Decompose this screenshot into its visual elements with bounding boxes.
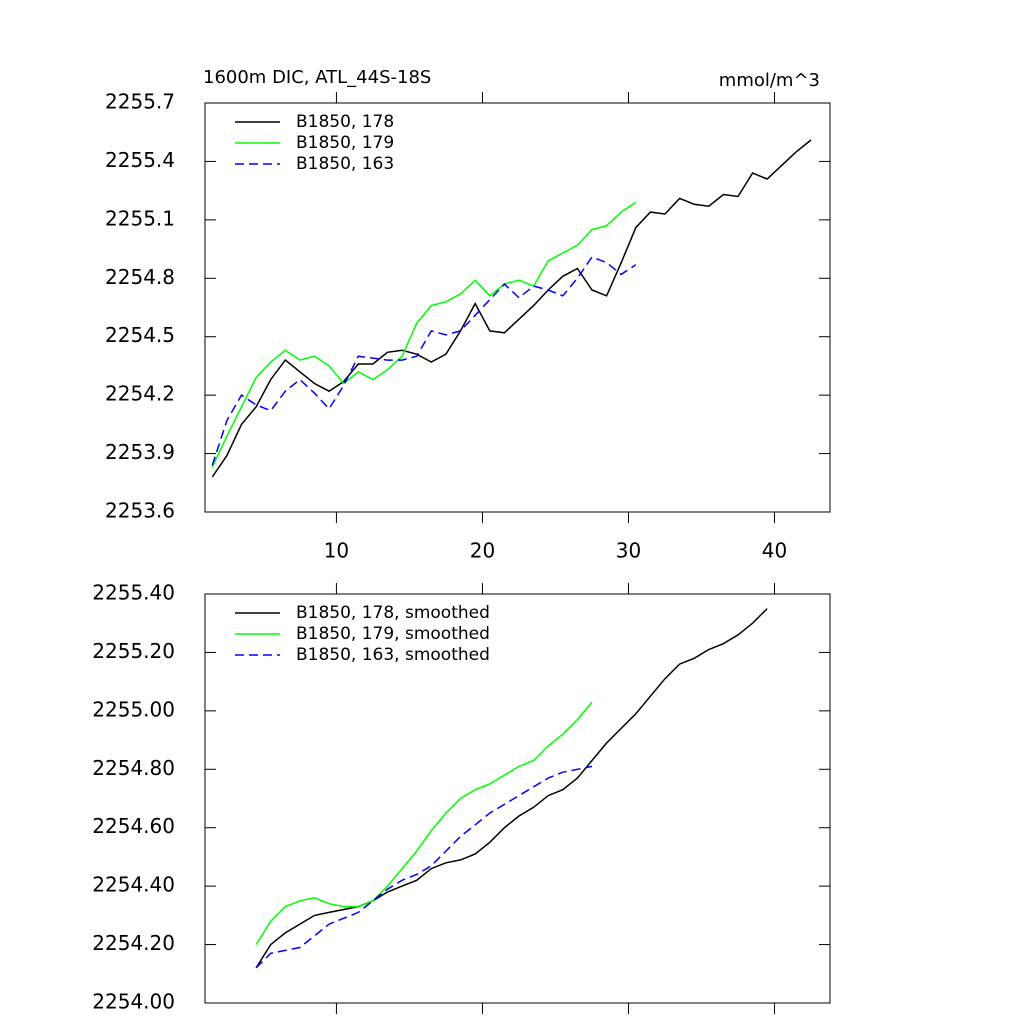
x-tick-label: 20 <box>470 539 495 563</box>
units-label: mmol/m^3 <box>719 70 820 91</box>
y-tick-label: 2254.40 <box>92 873 175 897</box>
legend-label: B1850, 178, smoothed <box>296 603 490 623</box>
legend-label: B1850, 179 <box>296 133 394 153</box>
y-tick-label: 2254.20 <box>92 931 175 955</box>
x-tick-label: 10 <box>324 539 349 563</box>
y-tick-label: 2254.60 <box>92 814 175 838</box>
legend-label: B1850, 178 <box>296 112 394 132</box>
plot-frame <box>204 102 831 513</box>
y-tick-label: 2255.1 <box>105 206 175 230</box>
y-tick-label: 2254.80 <box>92 756 175 780</box>
x-tick-label: 30 <box>616 539 641 563</box>
series-line <box>211 201 637 468</box>
series-line <box>211 139 812 478</box>
y-tick-label: 2255.7 <box>105 90 175 114</box>
x-tick-label: 40 <box>762 539 787 563</box>
y-tick-label: 2255.40 <box>92 581 175 605</box>
legend-label: B1850, 163, smoothed <box>296 645 490 665</box>
y-tick-label: 2254.00 <box>92 990 175 1014</box>
series-line <box>255 608 768 969</box>
y-tick-label: 2254.8 <box>105 265 175 289</box>
series-line <box>255 701 593 945</box>
legend-label: B1850, 179, smoothed <box>296 624 490 644</box>
y-tick-label: 2253.9 <box>105 440 175 464</box>
series-line <box>255 765 593 969</box>
y-tick-label: 2254.2 <box>105 382 175 406</box>
y-tick-label: 2253.6 <box>105 499 175 523</box>
plot-frame <box>204 593 831 1004</box>
y-tick-label: 2255.4 <box>105 148 175 172</box>
series-line <box>211 255 637 466</box>
y-tick-label: 2255.00 <box>92 697 175 721</box>
legend-label: B1850, 163 <box>296 154 394 174</box>
y-tick-label: 2254.5 <box>105 323 175 347</box>
y-tick-label: 2255.20 <box>92 639 175 663</box>
chart-title: 1600m DIC, ATL_44S-18S <box>203 67 431 88</box>
